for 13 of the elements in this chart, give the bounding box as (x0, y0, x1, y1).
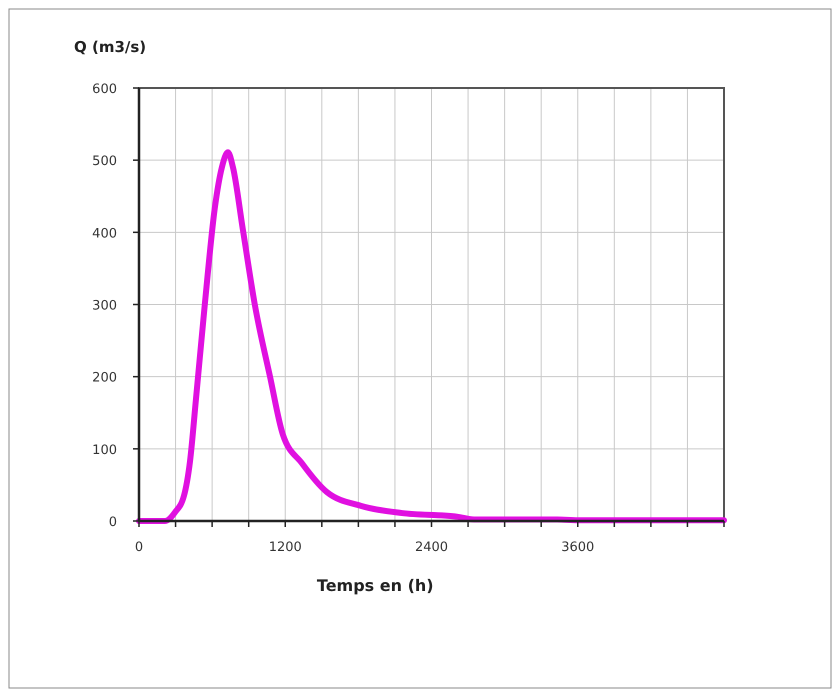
y-tick-label: 600 (92, 82, 117, 97)
x-tick-label: 1200 (268, 540, 302, 555)
x-tick-label: 3600 (561, 540, 594, 555)
x-tick-label: 2400 (414, 540, 448, 555)
y-tick-label: 400 (92, 226, 117, 242)
y-tick-label: 500 (92, 154, 117, 170)
y-tick-label: 200 (92, 370, 117, 386)
y-tick-label: 300 (92, 298, 117, 314)
x-tick-label: 0 (134, 540, 144, 555)
y-tick-label: 100 (92, 442, 117, 458)
x-axis-title: Temps en (h) (316, 576, 434, 595)
y-axis-title: Q (m3/s) (74, 38, 146, 56)
y-tick-label: 0 (108, 515, 117, 530)
